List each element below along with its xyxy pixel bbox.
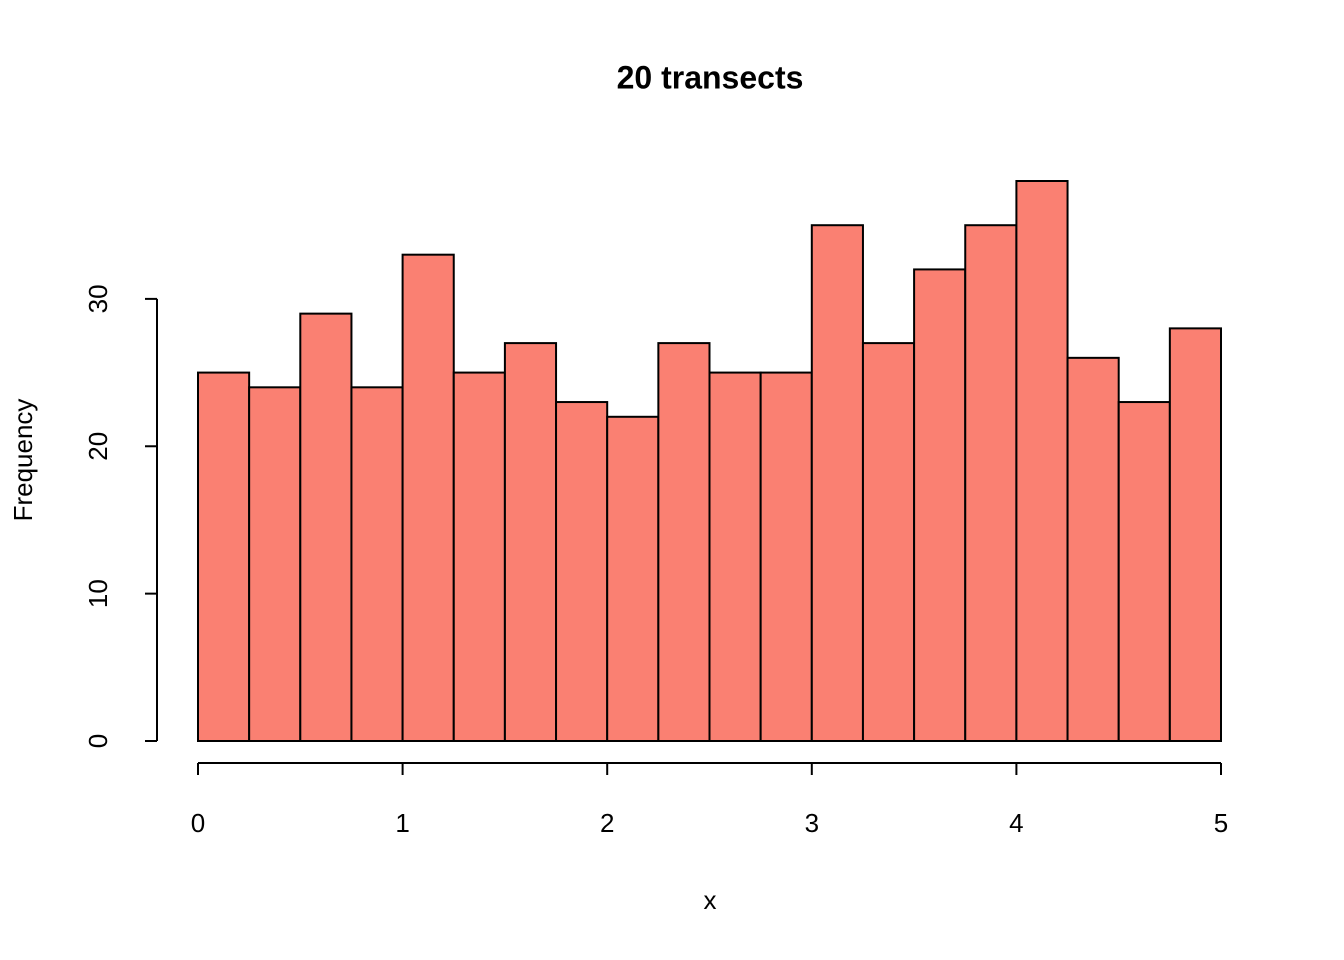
- bar: [197, 371, 251, 742]
- x-tick-label: 4: [1009, 808, 1023, 838]
- bar: [1117, 401, 1171, 742]
- x-tick-label: 3: [805, 808, 819, 838]
- bar: [503, 342, 558, 742]
- y-axis-label: Frequency: [8, 399, 38, 522]
- bar: [759, 371, 813, 742]
- bar: [708, 371, 762, 742]
- y-tick-label: 10: [83, 579, 113, 608]
- bar: [1168, 327, 1222, 742]
- x-axis-label: x: [704, 885, 717, 915]
- bar: [452, 371, 506, 742]
- bar: [248, 386, 302, 742]
- bar: [299, 312, 353, 742]
- chart-title: 20 transects: [617, 59, 804, 95]
- x-tick-label: 5: [1214, 808, 1228, 838]
- bar: [964, 224, 1018, 743]
- x-tick-label: 1: [395, 808, 409, 838]
- bar: [861, 342, 916, 742]
- bar: [606, 415, 660, 742]
- x-tick-label: 2: [600, 808, 614, 838]
- y-tick-label: 30: [83, 284, 113, 313]
- bar: [1066, 356, 1120, 742]
- bar: [913, 268, 967, 742]
- bar: [810, 224, 864, 743]
- y-tick-label: 20: [83, 432, 113, 461]
- bar: [1015, 180, 1069, 742]
- bar: [350, 386, 404, 742]
- bar: [555, 401, 609, 742]
- x-tick-label: 0: [191, 808, 205, 838]
- y-tick-label: 0: [83, 734, 113, 748]
- bar: [657, 342, 711, 742]
- bar: [401, 253, 455, 742]
